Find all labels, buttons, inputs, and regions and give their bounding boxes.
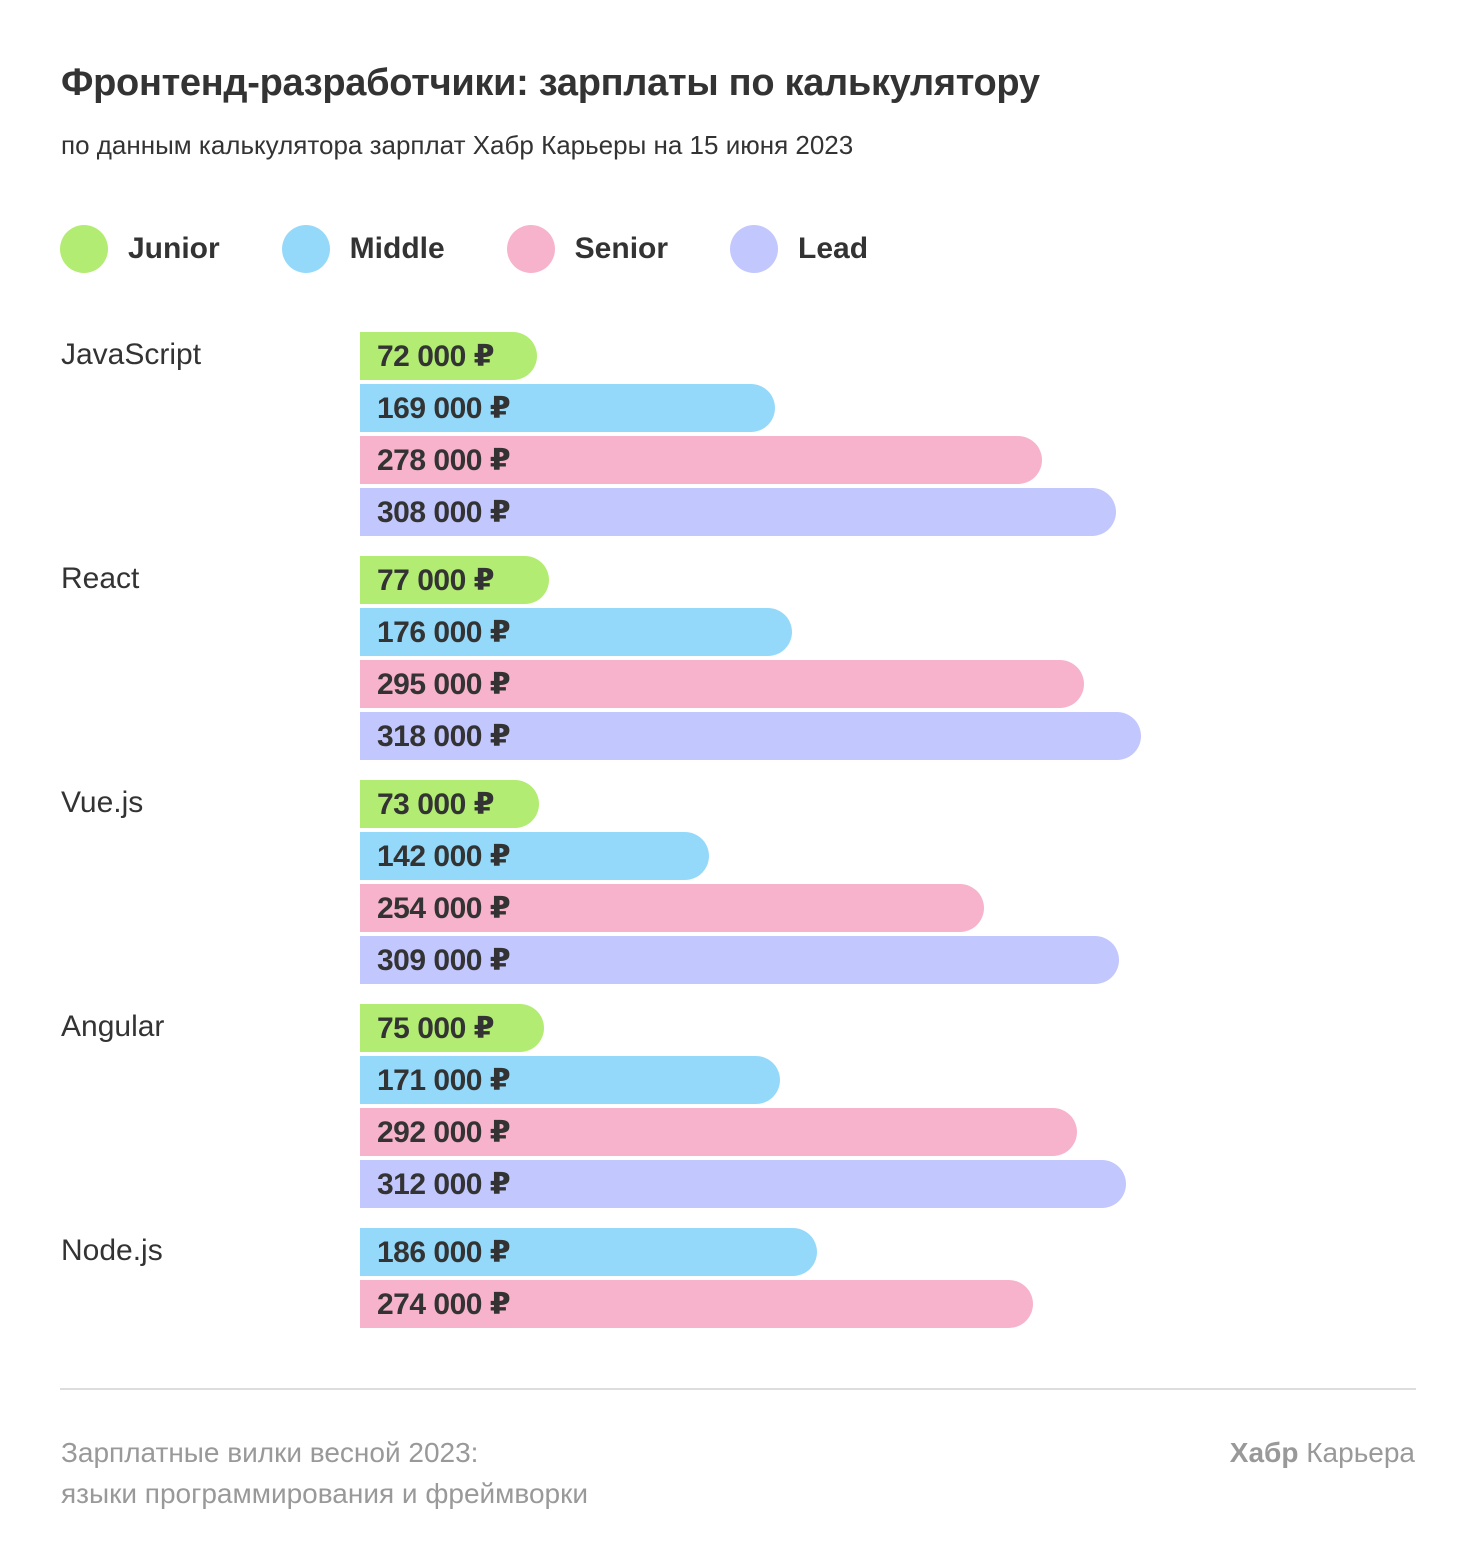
category-label: Angular	[61, 1010, 165, 1043]
bar-value-label: 278 000 ₽	[377, 443, 511, 477]
bar-value-label: 169 000 ₽	[377, 391, 511, 425]
legend-dot-middle-icon	[281, 225, 330, 273]
bar-middle: 171 000 ₽	[360, 1056, 780, 1104]
bar-senior: 274 000 ₽	[360, 1280, 1033, 1328]
bar-value-label: 176 000 ₽	[377, 615, 511, 649]
bar-value-label: 318 000 ₽	[377, 719, 511, 753]
bar-value-label: 312 000 ₽	[377, 1167, 511, 1201]
bar-lead: 312 000 ₽	[360, 1160, 1126, 1208]
bar-value-label: 77 000 ₽	[377, 563, 494, 597]
legend-item-junior: Junior	[60, 225, 220, 273]
brand-logo: Хабр Карьера	[1230, 1432, 1415, 1473]
footer-line-1: Зарплатные вилки весной 2023:	[61, 1437, 479, 1468]
bar-value-label: 295 000 ₽	[377, 667, 511, 701]
chart-title: Фронтенд-разработчики: зарплаты по кальк…	[61, 62, 1040, 104]
brand-bold: Хабр	[1229, 1437, 1299, 1468]
brand-regular: Карьера	[1298, 1437, 1415, 1468]
legend-label: Middle	[349, 232, 445, 265]
bar-lead: 318 000 ₽	[360, 712, 1141, 760]
legend-item-middle: Middle	[281, 225, 445, 273]
bar-value-label: 308 000 ₽	[377, 495, 511, 529]
bar-senior: 278 000 ₽	[360, 436, 1042, 484]
legend-item-lead: Lead	[730, 225, 868, 273]
bar-value-label: 73 000 ₽	[377, 787, 494, 821]
bar-middle: 142 000 ₽	[360, 832, 709, 880]
chart-subtitle: по данным калькулятора зарплат Хабр Карь…	[61, 130, 854, 160]
bar-junior: 77 000 ₽	[360, 556, 549, 604]
bar-senior: 254 000 ₽	[360, 884, 984, 932]
bar-value-label: 274 000 ₽	[377, 1287, 511, 1321]
legend-dot-lead-icon	[730, 225, 779, 273]
bar-middle: 176 000 ₽	[360, 608, 792, 656]
category-label: JavaScript	[61, 338, 202, 371]
legend-label: Junior	[128, 232, 220, 265]
bar-junior: 75 000 ₽	[360, 1004, 544, 1052]
bar-value-label: 309 000 ₽	[377, 943, 511, 977]
category-label: Vue.js	[61, 786, 144, 819]
footer-line-2: языки программирования и фреймворки	[61, 1478, 589, 1509]
bar-senior: 295 000 ₽	[360, 660, 1084, 708]
legend-label: Lead	[798, 232, 869, 265]
bar-senior: 292 000 ₽	[360, 1108, 1077, 1156]
bar-lead: 309 000 ₽	[360, 936, 1119, 984]
category-label: React	[61, 562, 140, 595]
legend-dot-junior-icon	[60, 225, 108, 273]
footer-divider	[60, 1388, 1416, 1390]
bar-lead: 308 000 ₽	[360, 488, 1116, 536]
category-label: Node.js	[61, 1234, 163, 1267]
bar-value-label: 254 000 ₽	[377, 891, 511, 925]
bar-value-label: 75 000 ₽	[377, 1011, 494, 1045]
legend-item-senior: Senior	[506, 225, 669, 273]
bar-value-label: 72 000 ₽	[377, 339, 494, 373]
legend: Junior Middle Senior Lead	[60, 225, 930, 273]
bar-junior: 73 000 ₽	[360, 780, 539, 828]
legend-dot-senior-icon	[506, 225, 555, 273]
bar-junior: 72 000 ₽	[360, 332, 537, 380]
bar-middle: 186 000 ₽	[360, 1228, 817, 1276]
bar-value-label: 171 000 ₽	[377, 1063, 511, 1097]
footer-source: Зарплатные вилки весной 2023: языки прог…	[61, 1432, 588, 1514]
bar-value-label: 186 000 ₽	[377, 1235, 511, 1269]
bar-value-label: 142 000 ₽	[377, 839, 511, 873]
bar-value-label: 292 000 ₽	[377, 1115, 511, 1149]
legend-label: Senior	[574, 232, 669, 265]
bar-middle: 169 000 ₽	[360, 384, 775, 432]
